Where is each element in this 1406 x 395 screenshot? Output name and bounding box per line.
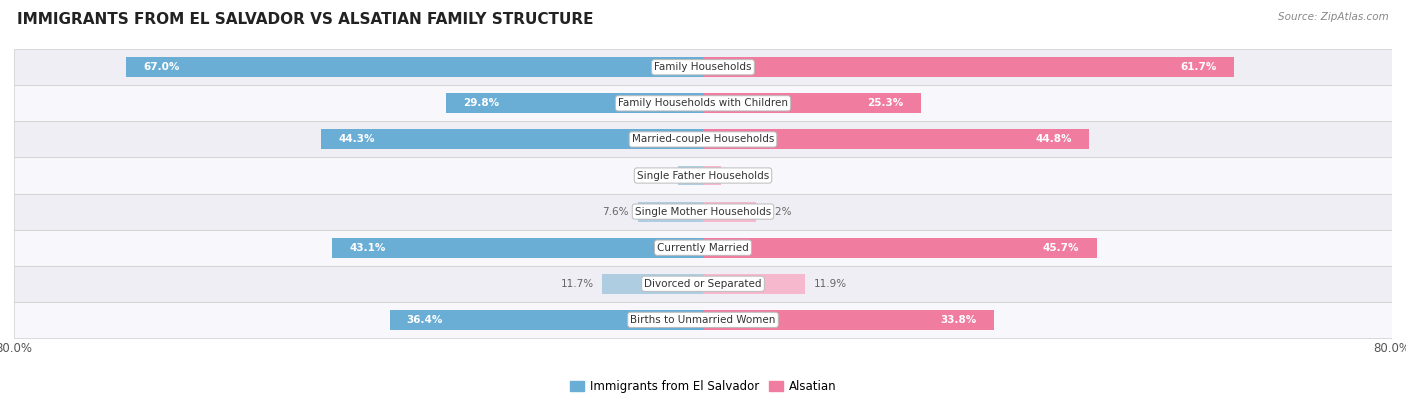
Bar xyxy=(127,57,703,77)
Text: 11.9%: 11.9% xyxy=(814,279,848,289)
Bar xyxy=(703,57,1234,77)
Bar xyxy=(703,310,994,330)
Legend: Immigrants from El Salvador, Alsatian: Immigrants from El Salvador, Alsatian xyxy=(565,376,841,395)
Text: Married-couple Households: Married-couple Households xyxy=(631,134,775,145)
Text: 67.0%: 67.0% xyxy=(143,62,180,72)
Text: 7.6%: 7.6% xyxy=(602,207,628,216)
Bar xyxy=(332,238,703,258)
Text: 44.3%: 44.3% xyxy=(339,134,375,145)
Text: 45.7%: 45.7% xyxy=(1043,243,1080,253)
Text: 61.7%: 61.7% xyxy=(1181,62,1218,72)
Text: Currently Married: Currently Married xyxy=(657,243,749,253)
Bar xyxy=(703,93,921,113)
Text: IMMIGRANTS FROM EL SALVADOR VS ALSATIAN FAMILY STRUCTURE: IMMIGRANTS FROM EL SALVADOR VS ALSATIAN … xyxy=(17,12,593,27)
Text: Source: ZipAtlas.com: Source: ZipAtlas.com xyxy=(1278,12,1389,22)
Bar xyxy=(389,310,703,330)
Text: 25.3%: 25.3% xyxy=(868,98,904,108)
Bar xyxy=(14,49,1392,85)
Text: Family Households with Children: Family Households with Children xyxy=(619,98,787,108)
Bar xyxy=(703,166,721,185)
Text: 33.8%: 33.8% xyxy=(941,315,977,325)
Bar xyxy=(703,238,1097,258)
Bar xyxy=(703,202,756,222)
Bar xyxy=(678,166,703,185)
Text: 6.2%: 6.2% xyxy=(765,207,792,216)
Text: Single Mother Households: Single Mother Households xyxy=(636,207,770,216)
Bar xyxy=(14,194,1392,229)
Text: 44.8%: 44.8% xyxy=(1035,134,1071,145)
Text: Births to Unmarried Women: Births to Unmarried Women xyxy=(630,315,776,325)
Bar xyxy=(14,266,1392,302)
Text: 11.7%: 11.7% xyxy=(561,279,593,289)
Bar xyxy=(14,158,1392,194)
Bar xyxy=(322,130,703,149)
Bar xyxy=(14,302,1392,338)
Bar xyxy=(602,274,703,294)
Text: 2.9%: 2.9% xyxy=(643,171,669,181)
Bar xyxy=(14,121,1392,158)
Text: 29.8%: 29.8% xyxy=(464,98,499,108)
Text: 43.1%: 43.1% xyxy=(349,243,385,253)
Text: 36.4%: 36.4% xyxy=(406,315,443,325)
Text: Family Households: Family Households xyxy=(654,62,752,72)
Bar xyxy=(14,229,1392,266)
Bar xyxy=(703,274,806,294)
Text: Divorced or Separated: Divorced or Separated xyxy=(644,279,762,289)
Bar xyxy=(14,85,1392,121)
Text: 2.1%: 2.1% xyxy=(730,171,756,181)
Bar xyxy=(637,202,703,222)
Text: Single Father Households: Single Father Households xyxy=(637,171,769,181)
Bar xyxy=(703,130,1088,149)
Bar xyxy=(446,93,703,113)
